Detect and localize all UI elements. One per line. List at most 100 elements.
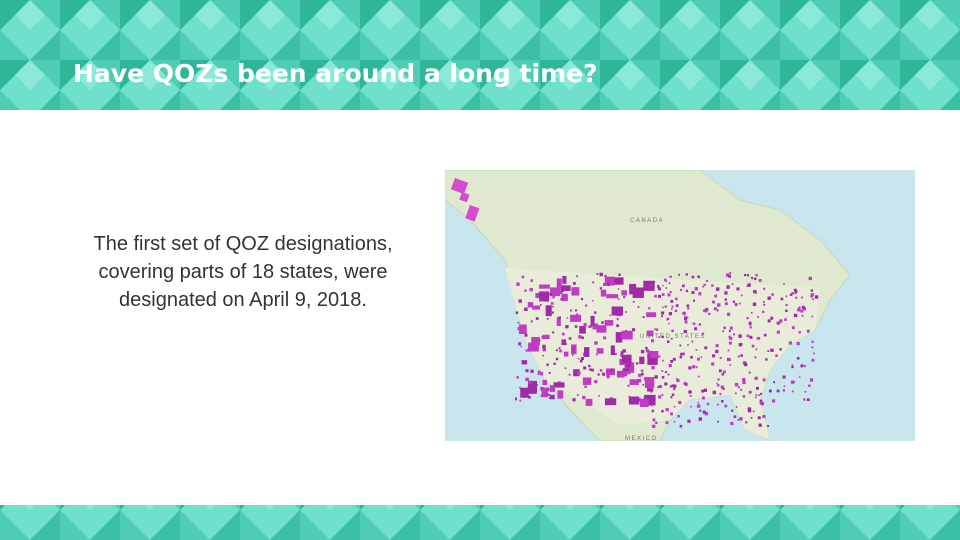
tract <box>581 336 584 340</box>
tract <box>687 307 690 310</box>
tract <box>748 322 752 326</box>
tract <box>524 289 527 292</box>
tract <box>776 330 780 334</box>
tract <box>664 371 667 373</box>
tract <box>667 373 670 376</box>
tract <box>649 350 652 354</box>
tract <box>515 397 517 399</box>
tract <box>558 347 561 350</box>
tract <box>749 326 752 329</box>
tract <box>552 295 555 299</box>
tract <box>604 398 617 406</box>
tract <box>584 347 590 357</box>
tract <box>658 336 660 338</box>
tract <box>616 324 620 328</box>
tract <box>775 354 778 357</box>
tract <box>686 304 690 308</box>
tract <box>675 304 679 307</box>
tract <box>797 308 801 312</box>
tract <box>527 302 534 308</box>
tract <box>683 311 686 314</box>
tract <box>679 355 683 359</box>
tract <box>669 291 672 294</box>
tract <box>658 355 661 358</box>
tract <box>624 330 627 332</box>
tract <box>696 404 701 408</box>
tract <box>661 394 664 396</box>
tract <box>728 358 731 362</box>
tract <box>665 280 668 283</box>
tract <box>682 284 685 288</box>
tract <box>632 328 636 332</box>
tract <box>719 393 722 395</box>
tract <box>546 300 549 303</box>
tract <box>791 364 794 366</box>
tract <box>561 332 565 336</box>
body-line: designated on April 9, 2018. <box>119 289 367 311</box>
tract <box>619 370 628 377</box>
tract <box>550 302 554 305</box>
tract <box>591 368 594 372</box>
tract <box>755 386 759 390</box>
tract <box>796 356 800 360</box>
tract <box>655 421 658 424</box>
tract <box>716 382 718 385</box>
tract <box>762 378 766 382</box>
tract <box>746 285 749 287</box>
tract <box>654 294 657 298</box>
tract <box>618 273 621 276</box>
tract <box>589 324 593 328</box>
tract <box>580 298 584 301</box>
tract <box>616 372 620 376</box>
tract <box>592 323 599 330</box>
tract <box>661 311 665 315</box>
tract <box>524 361 527 365</box>
tract <box>785 303 788 307</box>
tract <box>671 308 673 310</box>
tract <box>665 371 668 374</box>
tract <box>695 366 698 369</box>
tract <box>801 305 805 309</box>
tract <box>671 329 674 333</box>
tract <box>747 283 751 287</box>
tract <box>779 348 782 351</box>
tract <box>655 328 659 331</box>
tract <box>571 287 580 296</box>
tract <box>732 300 735 303</box>
tract <box>568 373 571 376</box>
tract <box>573 369 580 377</box>
tract <box>779 319 783 323</box>
tract <box>588 325 591 328</box>
tract <box>813 352 815 355</box>
tract <box>725 273 730 277</box>
tract <box>689 395 692 397</box>
tract <box>811 358 815 362</box>
tract <box>589 368 592 371</box>
tract <box>652 280 655 284</box>
tract <box>541 336 545 340</box>
tract <box>614 352 617 355</box>
tract <box>668 312 673 316</box>
tract <box>590 315 595 326</box>
tract <box>737 355 740 358</box>
tract <box>615 332 623 343</box>
tract <box>621 354 632 364</box>
tract <box>550 287 561 297</box>
tract <box>578 335 582 339</box>
tract <box>780 297 784 301</box>
tract <box>527 348 531 352</box>
tract <box>788 341 792 345</box>
tract <box>583 352 587 357</box>
tract <box>804 390 807 393</box>
tract <box>776 389 780 393</box>
tract <box>627 370 631 375</box>
tract <box>752 302 757 307</box>
tract <box>670 359 674 363</box>
tract <box>694 327 698 331</box>
tract <box>606 375 610 379</box>
tract <box>800 364 804 368</box>
tract <box>734 382 739 387</box>
tract <box>676 378 680 383</box>
tract <box>599 272 603 277</box>
tract <box>551 311 554 314</box>
